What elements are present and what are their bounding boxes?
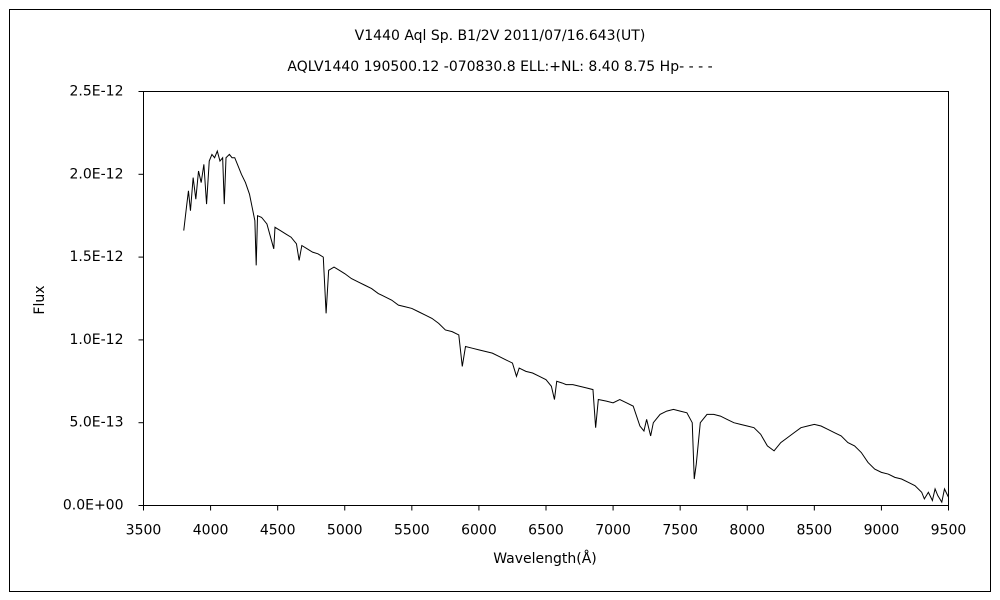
y-tick-label: 1.5E-12 [70,249,124,265]
x-tick-label: 9500 [931,523,967,539]
x-axis-label: Wavelength(Å) [493,550,597,567]
chart-title: V1440 Aql Sp. B1/2V 2011/07/16.643(UT) [355,28,646,44]
x-tick-label: 9000 [864,523,900,539]
plot-frame [143,91,949,506]
y-tick-label: 0.0E+00 [63,498,124,514]
chart-subtitle: AQLV1440 190500.12 -070830.8 ELL:+NL: 8.… [287,59,712,75]
spectrum-line [183,149,949,504]
y-tick-label: 5.0E-13 [70,415,124,431]
chart-border [9,9,991,592]
x-tick-label: 5500 [394,523,430,539]
x-tick-label: 4000 [193,523,229,539]
x-tick-label: 4500 [260,523,296,539]
x-tick-label: 3500 [126,523,162,539]
x-tick-label: 7500 [662,523,698,539]
x-tick-label: 8000 [729,523,765,539]
x-tick-label: 6000 [461,523,497,539]
y-axis-label: Flux [32,285,48,314]
x-tick-label: 7000 [595,523,631,539]
x-tick-label: 8500 [797,523,833,539]
y-tick-label: 2.0E-12 [70,166,124,182]
x-tick-label: 5000 [327,523,363,539]
x-tick-label: 6500 [528,523,564,539]
y-tick-label: 2.5E-12 [70,84,124,100]
y-tick-label: 1.0E-12 [70,332,124,348]
